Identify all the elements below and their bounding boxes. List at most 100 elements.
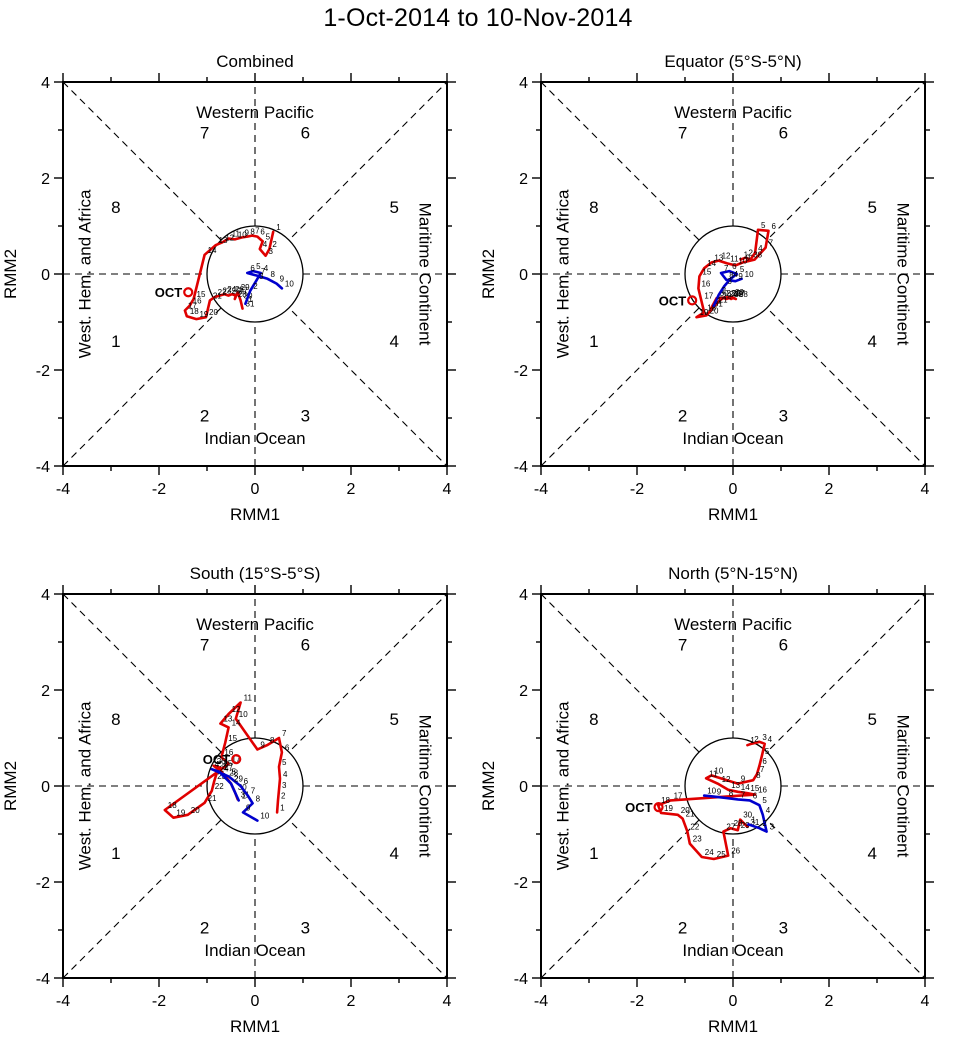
region-label-indian-ocean: Indian Ocean bbox=[204, 429, 305, 448]
day-label: 1 bbox=[242, 791, 247, 800]
day-label: 8 bbox=[729, 789, 734, 798]
day-label: 28 bbox=[238, 290, 247, 299]
day-label: 29 bbox=[735, 288, 744, 297]
day-label: 27 bbox=[726, 823, 735, 832]
day-label: 31 bbox=[246, 300, 255, 309]
region-label-west-hem-africa: West. Hem. and Africa bbox=[76, 701, 95, 870]
day-label: 2 bbox=[234, 775, 239, 784]
day-label: 5 bbox=[232, 767, 237, 776]
day-label: 3 bbox=[770, 823, 775, 832]
day-label: 1 bbox=[276, 223, 281, 232]
region-label-western-pacific: Western Pacific bbox=[196, 103, 314, 122]
day-label: 12 bbox=[225, 233, 234, 242]
day-label: 2 bbox=[272, 240, 277, 249]
day-label: 6 bbox=[762, 757, 767, 766]
day-label: 22 bbox=[215, 782, 224, 791]
day-label: 20 bbox=[710, 306, 719, 315]
x-tick-label: -2 bbox=[152, 481, 166, 498]
phase-1-label: 1 bbox=[111, 332, 120, 351]
day-label: 14 bbox=[741, 783, 750, 792]
trajectory-november bbox=[702, 794, 768, 833]
phase-6-label: 6 bbox=[779, 635, 788, 654]
day-label: 1 bbox=[751, 815, 756, 824]
phase-4-label: 4 bbox=[867, 332, 876, 351]
phase-8-label: 8 bbox=[111, 710, 120, 729]
day-label: 4 bbox=[263, 240, 268, 249]
day-label: 3 bbox=[282, 781, 287, 790]
day-label: 2 bbox=[762, 819, 767, 828]
phase-6-label: 6 bbox=[301, 123, 310, 142]
y-tick-label: 2 bbox=[519, 683, 528, 700]
day-label: 17 bbox=[232, 755, 241, 764]
day-label: 18 bbox=[190, 307, 199, 316]
day-label: 10 bbox=[238, 230, 247, 239]
day-label: 15 bbox=[702, 267, 711, 276]
day-label: 19 bbox=[199, 310, 208, 319]
day-label: 3 bbox=[269, 247, 274, 256]
figure-title: 1-Oct-2014 to 10-Nov-2014 bbox=[323, 4, 633, 32]
month-label: OCT bbox=[203, 752, 231, 767]
day-label: 27 bbox=[224, 763, 233, 772]
phase-1-label: 1 bbox=[589, 844, 598, 863]
y-tick-label: -2 bbox=[36, 875, 50, 892]
x-tick-label: 4 bbox=[921, 993, 930, 1010]
y-tick-label: 2 bbox=[41, 171, 50, 188]
x-tick-label: -4 bbox=[534, 481, 548, 498]
day-label: 4 bbox=[768, 735, 773, 744]
day-label: 4 bbox=[264, 264, 269, 273]
day-label: 9 bbox=[746, 253, 751, 262]
day-label: 28 bbox=[229, 768, 238, 777]
day-label: 21 bbox=[213, 291, 222, 300]
day-label: 2 bbox=[754, 735, 759, 744]
day-label: 21 bbox=[719, 296, 728, 305]
phase-5-label: 5 bbox=[867, 198, 876, 217]
day-label: 19 bbox=[664, 804, 673, 813]
x-tick-label: 4 bbox=[443, 993, 452, 1010]
day-label: 4 bbox=[283, 770, 288, 779]
day-label: 24 bbox=[220, 765, 229, 774]
divider-diagonal-1 bbox=[540, 81, 926, 467]
day-label: 3 bbox=[727, 277, 732, 286]
day-label: 5 bbox=[761, 221, 766, 230]
day-label: 20 bbox=[209, 308, 218, 317]
day-label: 6 bbox=[772, 222, 777, 231]
phase-8-label: 8 bbox=[589, 198, 598, 217]
trajectory-october bbox=[656, 740, 767, 861]
y-tick-label: -4 bbox=[514, 459, 528, 476]
x-tick-label: 2 bbox=[825, 993, 834, 1010]
day-label: 13 bbox=[219, 236, 228, 245]
day-label: 2 bbox=[253, 282, 258, 291]
region-label-maritime-continent: Maritime Continent bbox=[893, 203, 912, 346]
day-label: 21 bbox=[686, 810, 695, 819]
divider-diagonal-1 bbox=[62, 593, 448, 979]
day-label: 7 bbox=[760, 765, 765, 774]
phase-7-label: 7 bbox=[678, 635, 687, 654]
day-label: 5 bbox=[740, 265, 745, 274]
day-label: 29 bbox=[741, 821, 750, 830]
day-label: 6 bbox=[244, 777, 249, 786]
day-label: 28 bbox=[739, 290, 748, 299]
y-tick-label: -4 bbox=[514, 971, 528, 988]
x-tick-label: 0 bbox=[729, 481, 738, 498]
day-label: 30 bbox=[743, 811, 752, 820]
region-label-indian-ocean: Indian Ocean bbox=[682, 941, 783, 960]
day-label: 13 bbox=[714, 253, 723, 262]
day-label: 23 bbox=[726, 289, 735, 298]
day-label: 28 bbox=[734, 819, 743, 828]
x-tick-label: 2 bbox=[347, 993, 356, 1010]
day-label: 31 bbox=[241, 790, 250, 799]
month-label: OCT bbox=[625, 800, 653, 815]
y-tick-label: 0 bbox=[41, 267, 50, 284]
panel-title-north: North (5°N-15°N) bbox=[668, 564, 798, 583]
y-tick-label: 4 bbox=[519, 75, 528, 92]
day-label: 8 bbox=[756, 771, 761, 780]
day-label: 7 bbox=[282, 729, 287, 738]
day-label: 2 bbox=[748, 249, 753, 258]
day-label: 16 bbox=[701, 279, 710, 288]
day-label: 9 bbox=[260, 741, 265, 750]
